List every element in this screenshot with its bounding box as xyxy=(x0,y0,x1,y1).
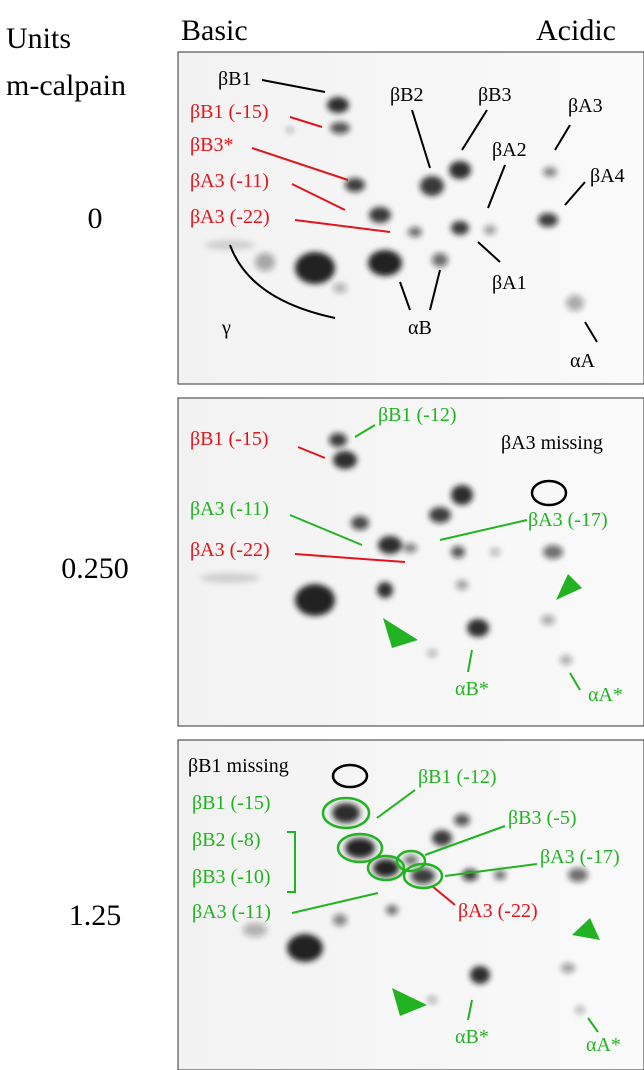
spot-label: βA3 (-22) xyxy=(190,206,270,228)
gel-spot xyxy=(287,934,323,962)
gel-spot xyxy=(295,584,335,616)
gel-spot xyxy=(403,543,417,553)
spot-label: αB* xyxy=(455,1026,489,1048)
gel-spot xyxy=(467,619,489,637)
gel-spot xyxy=(451,221,469,235)
spot-label: αA* xyxy=(586,1034,621,1056)
spot-label: βA1 xyxy=(492,272,527,294)
gel-spot xyxy=(568,868,588,882)
gel-spot xyxy=(490,548,500,556)
gel-spot xyxy=(560,655,572,665)
gel-spot xyxy=(420,176,444,196)
gel-spot xyxy=(427,996,437,1004)
gel-spot xyxy=(541,615,555,625)
gel-spot xyxy=(333,451,357,469)
gel-spot xyxy=(543,545,563,559)
gel-spot xyxy=(462,869,478,881)
gel-spot xyxy=(332,803,360,823)
gel-spot xyxy=(345,838,375,858)
spot-label: βA3 (-17) xyxy=(528,509,608,531)
gel-spot xyxy=(368,250,402,276)
gel-spot xyxy=(333,914,347,926)
spot-label: βA3 (-22) xyxy=(458,900,538,922)
spot-label: αA* xyxy=(588,684,623,706)
spot-label: βA3 (-11) xyxy=(190,498,269,520)
spot-label: βB1 (-15) xyxy=(190,428,269,450)
gel-spot xyxy=(451,546,465,558)
gel-spot xyxy=(404,855,418,865)
amount-label: 0.250 xyxy=(61,552,129,585)
spot-label: βA3 xyxy=(568,95,603,117)
gel-spot xyxy=(286,127,294,133)
gel-spot xyxy=(386,905,398,915)
acidic-label: Acidic xyxy=(536,14,616,47)
gel-spot xyxy=(408,227,422,237)
amount-label: 1.25 xyxy=(69,899,122,932)
spot-label: βB1 (-12) xyxy=(418,766,497,788)
spot-label: βB1 (-15) xyxy=(192,792,271,814)
gel-spot xyxy=(432,253,448,267)
gel-spot xyxy=(538,213,558,227)
spot-label: βA2 xyxy=(492,139,527,161)
gel-spot xyxy=(369,207,391,223)
spot-label: γ xyxy=(221,317,231,339)
figure: Units m-calpain Basic Acidic 0 0.250 1.2… xyxy=(0,0,644,1070)
gel-spot xyxy=(449,161,471,179)
spot-label: βB1 (-15) xyxy=(190,101,269,123)
gel-spot xyxy=(494,870,506,880)
enzyme-label: m-calpain xyxy=(6,69,126,102)
gel-spot xyxy=(427,649,437,657)
spot-label: αB* xyxy=(455,678,489,700)
spot-label: βA3 (-17) xyxy=(540,846,620,868)
gel-spot xyxy=(575,1006,585,1014)
gel-spot xyxy=(329,433,347,447)
gel-spot xyxy=(345,178,365,192)
gel-spot xyxy=(330,122,350,134)
basic-label: Basic xyxy=(181,14,248,47)
gel-spot xyxy=(561,963,575,973)
gel-spot xyxy=(566,295,584,311)
gel-spot xyxy=(295,252,335,284)
spot-label: βA3 (-11) xyxy=(190,170,269,192)
spot-label: βB1 missing xyxy=(188,755,289,777)
amount-label: 0 xyxy=(88,202,103,235)
spot-label: βB2 xyxy=(390,84,424,106)
gel-spot xyxy=(243,923,267,937)
spot-label: βB1 xyxy=(218,68,252,90)
spot-label: βA3 (-11) xyxy=(192,901,271,923)
gel-spot xyxy=(351,516,369,530)
units-label: Units xyxy=(6,22,71,55)
spot-label: βB2 (-8) xyxy=(192,829,261,851)
gel-spot xyxy=(327,97,349,113)
spot-label: βB3 xyxy=(478,84,512,106)
gel-spot xyxy=(456,580,468,590)
spot-label: βB3* xyxy=(190,134,234,156)
spot-label: βA3 (-22) xyxy=(190,539,270,561)
gel-spot xyxy=(451,485,473,505)
spot-label: βB3 (-10) xyxy=(192,866,271,888)
gel-spot xyxy=(378,536,402,554)
gel-spot xyxy=(255,253,275,271)
spot-label: αA xyxy=(570,350,595,372)
spot-label: βA3 missing xyxy=(501,432,603,454)
gel-spot xyxy=(470,966,490,984)
spot-label: βB1 (-12) xyxy=(378,404,457,426)
gel-spot xyxy=(432,830,452,846)
gel-spot xyxy=(454,814,470,826)
gel-spot xyxy=(333,283,347,293)
gel-spot xyxy=(377,582,393,598)
gel-spot xyxy=(200,573,260,583)
gel-spot xyxy=(543,167,557,177)
gel-spot xyxy=(373,859,399,877)
gel-spot xyxy=(429,507,451,523)
spot-label: αB xyxy=(408,317,432,339)
spot-label: βA4 xyxy=(590,165,625,187)
spot-label: βB3 (-5) xyxy=(508,807,577,829)
gel-spot xyxy=(484,225,496,235)
